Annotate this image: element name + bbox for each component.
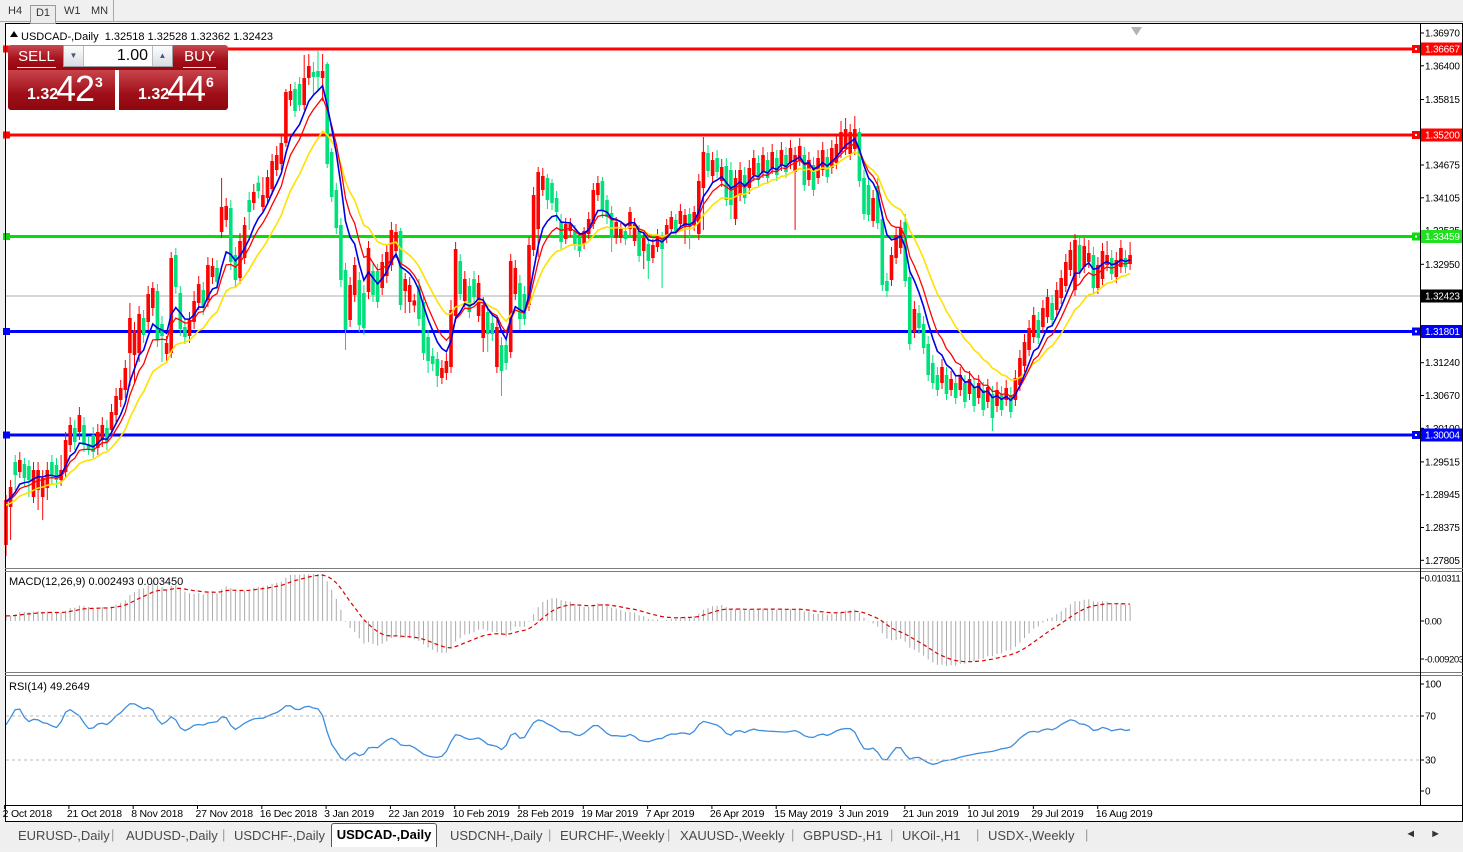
svg-text:15 May 2019: 15 May 2019 <box>774 808 833 820</box>
svg-text:70: 70 <box>1425 712 1436 723</box>
svg-text:26 Apr 2019: 26 Apr 2019 <box>710 808 765 820</box>
svg-text:1.27805: 1.27805 <box>1425 556 1460 567</box>
svg-text:10 Jul 2019: 10 Jul 2019 <box>967 808 1019 820</box>
svg-text:3 Jan 2019: 3 Jan 2019 <box>324 808 374 820</box>
svg-text:1.28945: 1.28945 <box>1425 490 1460 501</box>
svg-text:29 Jul 2019: 29 Jul 2019 <box>1031 808 1083 820</box>
svg-text:1.34675: 1.34675 <box>1425 161 1460 172</box>
svg-text:10 Feb 2019: 10 Feb 2019 <box>453 808 510 820</box>
svg-text:16 Aug 2019: 16 Aug 2019 <box>1096 808 1153 820</box>
svg-text:1.34105: 1.34105 <box>1425 193 1460 204</box>
svg-text:1.36667: 1.36667 <box>1425 45 1460 56</box>
svg-text:1.30670: 1.30670 <box>1425 391 1460 402</box>
svg-text:1.32423: 1.32423 <box>1425 292 1460 303</box>
svg-text:0.00: 0.00 <box>1425 617 1442 628</box>
svg-text:8 Nov 2018: 8 Nov 2018 <box>131 808 183 820</box>
svg-text:2 Oct 2018: 2 Oct 2018 <box>3 808 53 820</box>
svg-text:1.36400: 1.36400 <box>1425 61 1460 72</box>
svg-text:100: 100 <box>1425 680 1442 691</box>
svg-text:RSI(14) 49.2649: RSI(14) 49.2649 <box>9 681 90 693</box>
svg-text:-0.009203: -0.009203 <box>1425 655 1463 666</box>
svg-text:1.33459: 1.33459 <box>1425 232 1460 243</box>
svg-text:28 Feb 2019: 28 Feb 2019 <box>517 808 574 820</box>
svg-text:1.31801: 1.31801 <box>1425 327 1460 338</box>
svg-text:30: 30 <box>1425 756 1436 767</box>
svg-text:27 Nov 2018: 27 Nov 2018 <box>196 808 254 820</box>
svg-text:7 Apr 2019: 7 Apr 2019 <box>646 808 695 820</box>
svg-text:1.28375: 1.28375 <box>1425 523 1460 534</box>
svg-text:USDCAD-,Daily 1.32518 1.32528: USDCAD-,Daily 1.32518 1.32528 1.32362 1.… <box>21 31 273 43</box>
svg-text:1.32950: 1.32950 <box>1425 260 1460 271</box>
svg-text:22 Jan 2019: 22 Jan 2019 <box>388 808 444 820</box>
svg-text:16 Dec 2018: 16 Dec 2018 <box>260 808 318 820</box>
svg-text:1.29515: 1.29515 <box>1425 457 1460 468</box>
svg-text:3 Jun 2019: 3 Jun 2019 <box>839 808 889 820</box>
svg-text:21 Oct 2018: 21 Oct 2018 <box>67 808 122 820</box>
svg-text:1.30004: 1.30004 <box>1425 431 1460 442</box>
svg-text:19 Mar 2019: 19 Mar 2019 <box>581 808 638 820</box>
svg-text:1.35815: 1.35815 <box>1425 95 1460 106</box>
svg-text:1.36970: 1.36970 <box>1425 29 1460 40</box>
svg-text:0.010311: 0.010311 <box>1425 574 1461 585</box>
svg-text:0: 0 <box>1425 787 1431 798</box>
svg-text:21 Jun 2019: 21 Jun 2019 <box>903 808 959 820</box>
svg-text:1.31240: 1.31240 <box>1425 358 1460 369</box>
svg-text:1.35200: 1.35200 <box>1425 131 1460 142</box>
svg-text:MACD(12,26,9) 0.002493 0.00345: MACD(12,26,9) 0.002493 0.003450 <box>9 576 183 588</box>
